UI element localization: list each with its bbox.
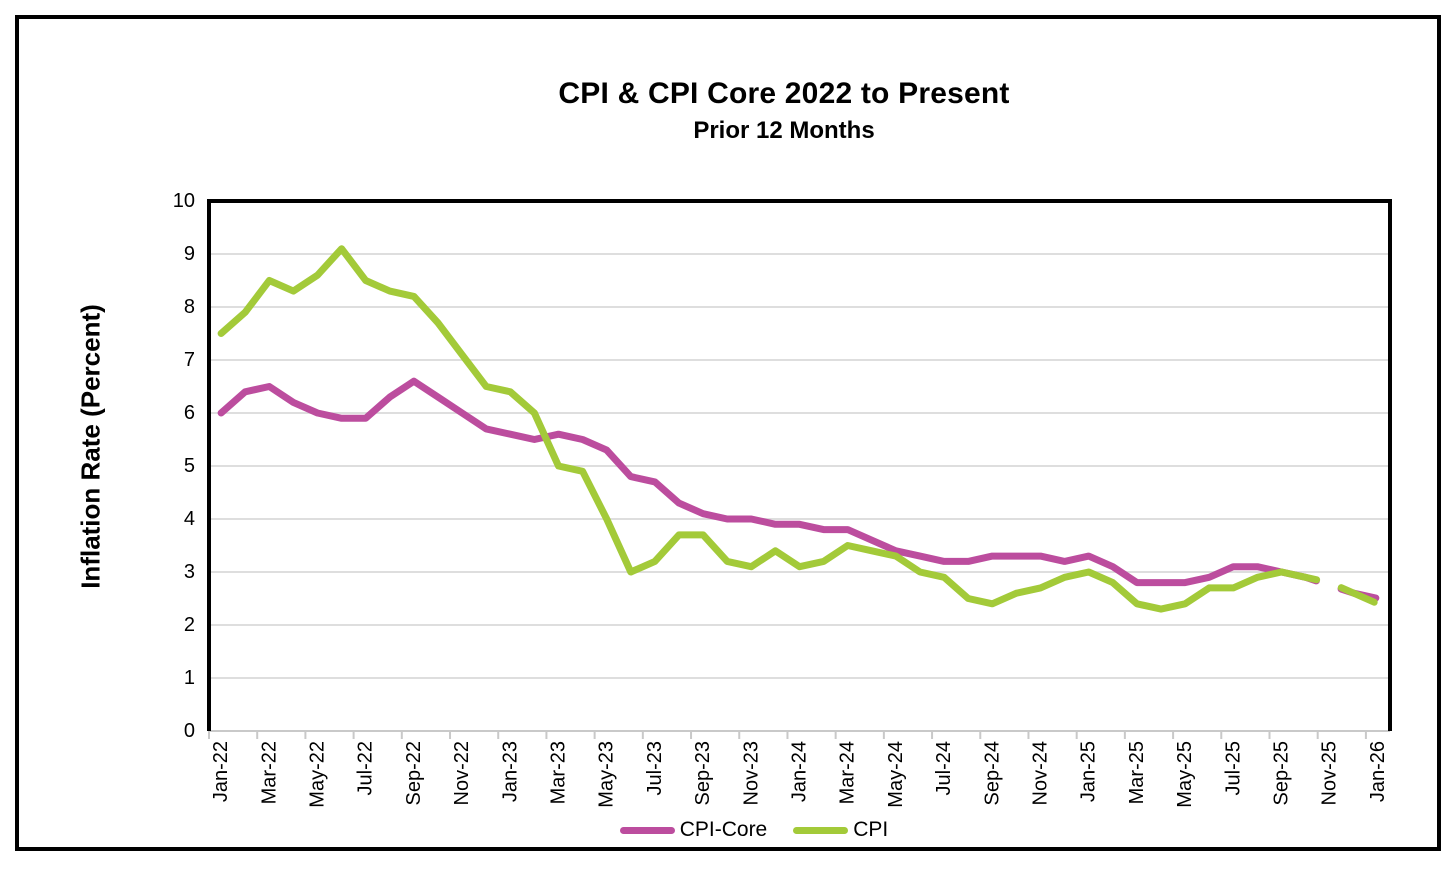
svg-text:Mar-25: Mar-25 bbox=[1126, 741, 1148, 804]
svg-text:Jul-23: Jul-23 bbox=[644, 741, 666, 795]
svg-text:Jan-25: Jan-25 bbox=[1078, 741, 1100, 802]
svg-text:4: 4 bbox=[184, 508, 195, 530]
svg-text:Jan-23: Jan-23 bbox=[499, 741, 521, 802]
chart-frame: CPI & CPI Core 2022 to Present Prior 12 … bbox=[15, 15, 1441, 851]
svg-text:Mar-24: Mar-24 bbox=[837, 741, 859, 804]
gridlines bbox=[209, 253, 1390, 679]
legend-label-cpi-core: CPI-Core bbox=[679, 818, 768, 841]
svg-text:Jan-22: Jan-22 bbox=[210, 741, 232, 802]
cpi-line-dashed-projection bbox=[1278, 568, 1382, 608]
legend-item-cpi-core: CPI-Core bbox=[619, 818, 768, 842]
legend-item-cpi: CPI bbox=[793, 818, 888, 842]
cpi-line-solid bbox=[217, 245, 1285, 613]
svg-text:Sep-23: Sep-23 bbox=[692, 741, 714, 806]
legend: CPI-Core CPI bbox=[149, 818, 1359, 842]
svg-text:Jul-24: Jul-24 bbox=[933, 741, 955, 795]
svg-text:May-22: May-22 bbox=[306, 741, 328, 808]
plot-area: 0 1 2 3 4 5 6 7 8 9 10 Jan-22 Mar-22 May-22 Jul-22 Sep-… bbox=[173, 190, 1392, 808]
svg-text:Sep-25: Sep-25 bbox=[1271, 741, 1293, 806]
svg-text:3: 3 bbox=[184, 561, 195, 583]
cpi-line-swatch-icon bbox=[793, 826, 849, 834]
svg-text:May-24: May-24 bbox=[885, 741, 907, 808]
y-axis-tick-labels: 0 1 2 3 4 5 6 7 8 9 10 bbox=[173, 190, 195, 742]
svg-text:1: 1 bbox=[184, 667, 195, 689]
svg-text:Jan-24: Jan-24 bbox=[789, 741, 811, 802]
series-cpi bbox=[217, 245, 1382, 613]
svg-text:Nov-25: Nov-25 bbox=[1319, 741, 1341, 805]
x-axis bbox=[208, 730, 1390, 739]
svg-text:May-25: May-25 bbox=[1174, 741, 1196, 808]
svg-text:10: 10 bbox=[173, 190, 195, 212]
chart-title: CPI & CPI Core 2022 to Present bbox=[558, 77, 1010, 110]
svg-text:Jan-26: Jan-26 bbox=[1367, 741, 1389, 802]
title-block: CPI & CPI Core 2022 to Present Prior 12 … bbox=[179, 77, 1389, 145]
svg-text:Sep-24: Sep-24 bbox=[981, 741, 1003, 806]
svg-text:Jul-22: Jul-22 bbox=[355, 741, 377, 795]
cpi-core-line-swatch-icon bbox=[619, 826, 675, 834]
svg-text:Mar-22: Mar-22 bbox=[258, 741, 280, 804]
svg-text:Nov-22: Nov-22 bbox=[451, 741, 473, 805]
legend-label-cpi: CPI bbox=[853, 818, 889, 841]
svg-text:Nov-24: Nov-24 bbox=[1030, 741, 1052, 805]
svg-text:2: 2 bbox=[184, 614, 195, 636]
plot-border bbox=[207, 199, 1392, 731]
svg-text:8: 8 bbox=[184, 296, 195, 318]
svg-text:6: 6 bbox=[184, 402, 195, 424]
svg-text:9: 9 bbox=[184, 243, 195, 265]
chart-subtitle: Prior 12 Months bbox=[693, 117, 875, 144]
svg-text:Nov-23: Nov-23 bbox=[740, 741, 762, 805]
cpi-core-line-solid bbox=[217, 377, 1285, 587]
svg-text:7: 7 bbox=[184, 349, 195, 371]
svg-text:Mar-23: Mar-23 bbox=[547, 741, 569, 804]
x-axis-tick-labels: Jan-22 Mar-22 May-22 Jul-22 Sep-22 Nov-22 Jan-… bbox=[210, 741, 1389, 808]
svg-text:Jul-25: Jul-25 bbox=[1222, 741, 1244, 795]
svg-text:Sep-22: Sep-22 bbox=[403, 741, 425, 806]
svg-text:0: 0 bbox=[184, 720, 195, 742]
svg-text:May-23: May-23 bbox=[596, 741, 618, 808]
svg-text:5: 5 bbox=[184, 455, 195, 477]
